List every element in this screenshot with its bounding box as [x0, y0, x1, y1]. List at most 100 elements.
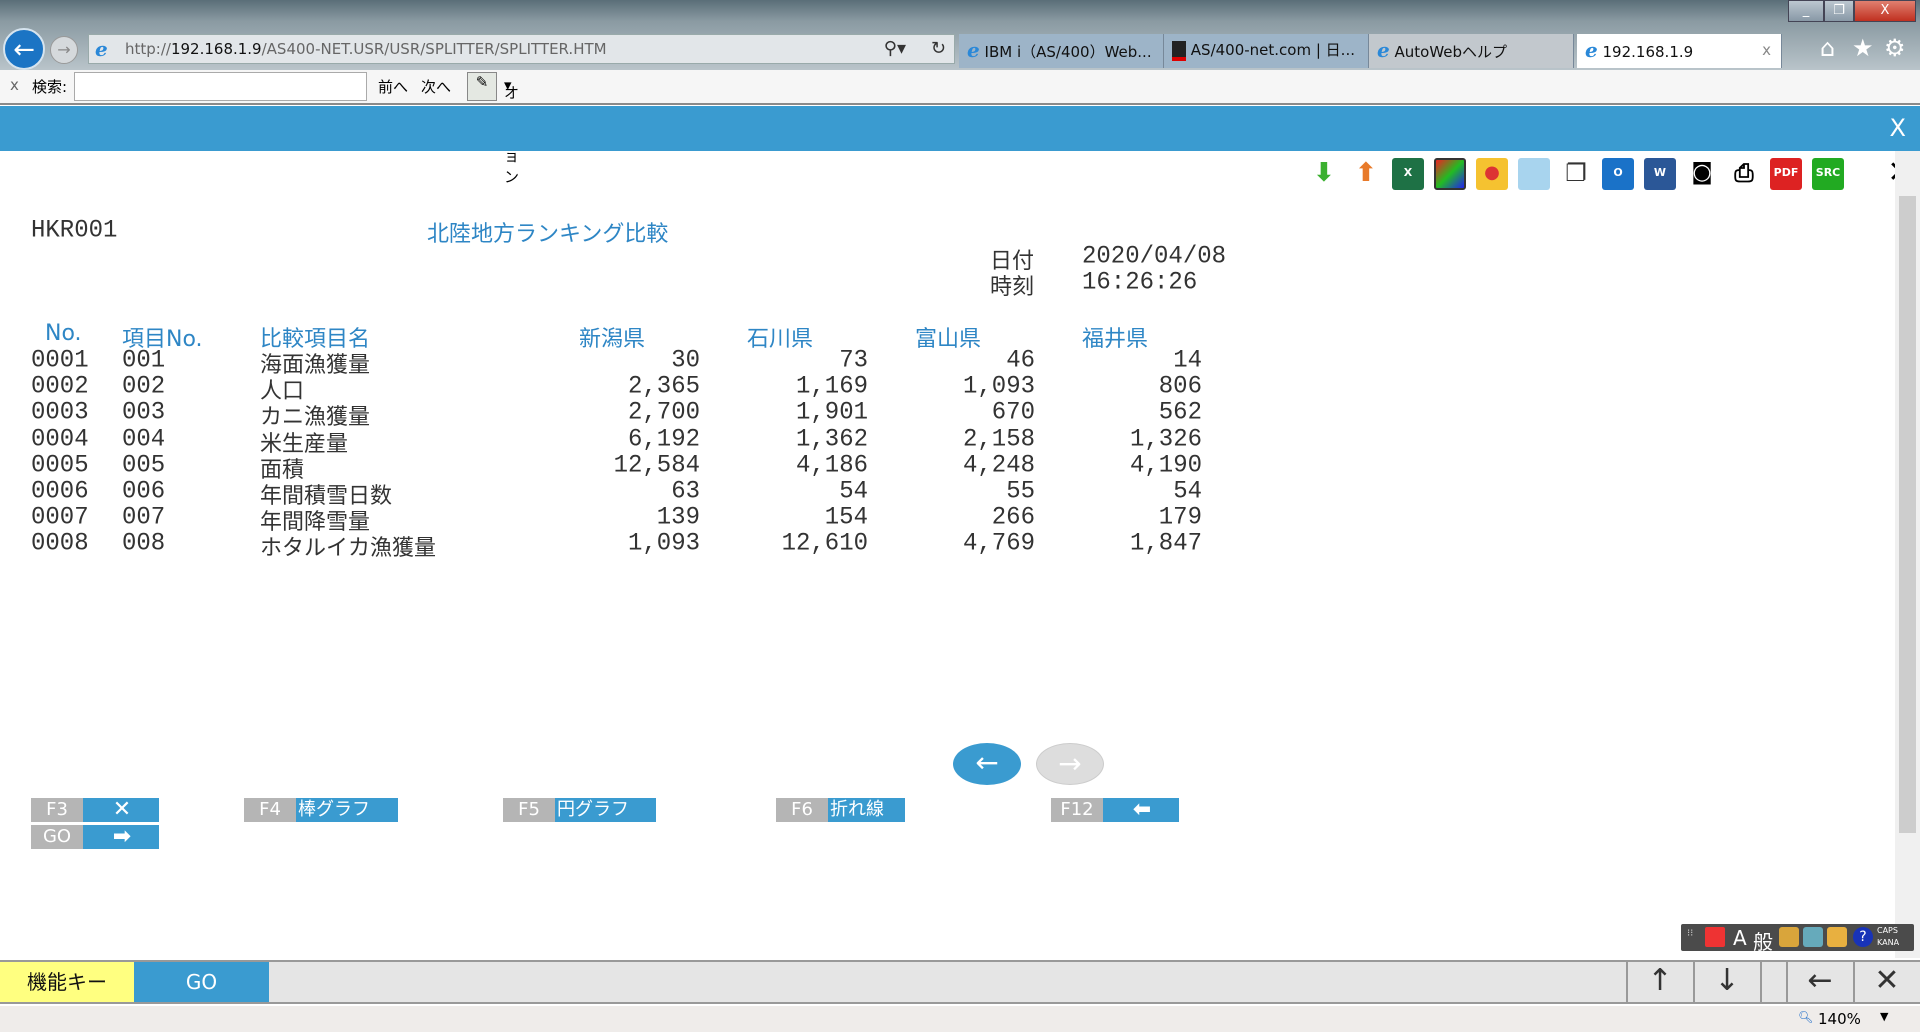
cell-value: 179 — [1158, 503, 1202, 532]
cell-value: 562 — [1158, 398, 1202, 428]
function-keys-button[interactable]: 機能キー — [0, 962, 134, 1002]
print-icon[interactable]: ⎙ — [1734, 159, 1754, 187]
find-close-button[interactable]: x — [10, 76, 19, 94]
cell-item-name: 人口 — [260, 379, 305, 405]
column-header: 項目No. — [122, 327, 203, 352]
word-icon[interactable]: W — [1644, 158, 1676, 190]
f6-line-chart-button[interactable]: F6 折れ線 — [776, 798, 905, 822]
zoom-dropdown-icon[interactable]: ▼ — [1880, 1010, 1889, 1023]
f3-exit-button[interactable]: F3 ✕ — [31, 798, 159, 822]
key-text: 棒グラフ — [296, 798, 398, 822]
tab-current[interactable]: e 192.168.1.9 x — [1577, 34, 1782, 68]
camera-icon[interactable]: ◙ — [1691, 160, 1713, 185]
cell-no: 0004 — [31, 424, 89, 454]
go-button[interactable]: GO ➡ — [31, 825, 159, 849]
url-host: 192.168.1.9 — [170, 40, 262, 58]
ie-icon: e — [1585, 38, 1598, 62]
highlight-icon[interactable]: ✎ — [467, 72, 497, 101]
key-text: 円グラフ — [555, 798, 656, 822]
kana-indicator: KANA — [1877, 938, 1900, 947]
minimize-button[interactable]: _ — [1788, 0, 1824, 22]
dictionary-search-icon[interactable] — [1803, 927, 1823, 947]
outlook-icon[interactable]: O — [1602, 158, 1634, 190]
cell-value: 54 — [839, 477, 868, 506]
input-mode-icon[interactable]: A — [1733, 926, 1747, 950]
f4-bar-chart-button[interactable]: F4 棒グラフ — [244, 798, 398, 822]
favorites-icon[interactable]: ★ — [1852, 34, 1874, 62]
scroll-up-button[interactable]: ↑ — [1626, 962, 1692, 1002]
next-page-button[interactable]: → — [1036, 743, 1104, 785]
help-icon[interactable]: ? — [1853, 927, 1873, 947]
notification-close-button[interactable]: X — [1889, 114, 1906, 142]
cell-value: 1,362 — [795, 424, 868, 454]
url-prefix: http:// — [125, 40, 171, 58]
column-header: 新潟県 — [579, 327, 646, 352]
cell-no: 0007 — [31, 503, 89, 532]
cell-item-no: 003 — [122, 398, 166, 428]
back-nav-button[interactable]: ← — [1786, 962, 1852, 1002]
cell-item-no: 002 — [122, 372, 166, 401]
search-icon[interactable]: ⚲▾ — [883, 38, 906, 59]
bottom-go-button[interactable]: GO — [134, 962, 269, 1002]
cell-value: 54 — [1173, 477, 1202, 506]
home-icon[interactable]: ⌂ — [1820, 34, 1836, 62]
find-label: 検索: — [32, 78, 68, 96]
notepad-icon[interactable] — [1518, 158, 1550, 190]
conversion-mode-icon[interactable]: 般 — [1753, 930, 1773, 954]
address-bar[interactable]: e http://192.168.1.9/AS400-NET.USR/USR/S… — [88, 34, 955, 64]
cell-item-name: 年間降雪量 — [260, 510, 371, 536]
tab-as400-net[interactable]: AS/400-net.com | 日... — [1164, 34, 1369, 68]
notification-bar: X — [0, 106, 1920, 151]
excel-icon[interactable]: X — [1392, 158, 1424, 190]
ime-app-icon[interactable] — [1705, 927, 1725, 947]
find-next-button[interactable]: 次へ — [421, 78, 452, 96]
pdf-icon[interactable]: PDF — [1770, 158, 1802, 190]
tab-close-icon[interactable]: x — [1762, 41, 1771, 59]
tab-autoweb-help[interactable]: e AutoWebヘルプ — [1369, 34, 1574, 68]
bottom-bar: 機能キー GO ↑ ↓ ← ✕ — [0, 960, 1920, 1004]
tool-icon[interactable] — [1779, 927, 1799, 947]
scroll-down-button[interactable]: ↓ — [1693, 962, 1759, 1002]
drag-handle-icon[interactable]: ⁝⁝ — [1687, 928, 1694, 939]
column-header: No. — [45, 321, 82, 346]
restore-button[interactable]: ❐ — [1824, 0, 1854, 22]
arrow-right-icon: ➡ — [83, 825, 159, 849]
prev-page-button[interactable]: ← — [953, 743, 1021, 785]
tab-ibm-i[interactable]: e IBM i（AS/400）Web... — [959, 34, 1164, 68]
date-value: 2020/04/08 — [1082, 242, 1227, 271]
cell-value: 1,093 — [962, 372, 1035, 401]
cell-no: 0003 — [31, 398, 89, 428]
cell-value: 2,700 — [627, 398, 700, 428]
find-options-button[interactable]: オプション ▾ — [504, 76, 520, 186]
cell-value: 2,158 — [962, 424, 1035, 454]
cell-value: 1,326 — [1129, 424, 1202, 454]
cell-item-name: 海面漁獲量 — [260, 353, 371, 378]
forward-button[interactable]: → — [50, 36, 78, 64]
arrow-left-icon: ⬅ — [1103, 798, 1179, 822]
palette-icon[interactable]: ● — [1476, 158, 1508, 190]
find-input[interactable] — [74, 72, 367, 101]
cell-item-name: 面積 — [260, 457, 305, 483]
time-value: 16:26:26 — [1082, 268, 1198, 297]
close-nav-button[interactable]: ✕ — [1853, 962, 1919, 1002]
status-bar: 🔍︎ 140% ▼ — [0, 1006, 1920, 1032]
terminal-icon — [1172, 40, 1186, 61]
zoom-level[interactable]: 140% — [1818, 1010, 1861, 1028]
src-icon[interactable]: SRC — [1812, 158, 1844, 190]
scrollbar-thumb[interactable] — [1899, 196, 1916, 833]
image-icon[interactable] — [1434, 158, 1466, 190]
settings-gear-icon[interactable]: ⚙ — [1884, 34, 1906, 62]
download-icon[interactable]: ⬇ — [1313, 158, 1335, 188]
back-button[interactable]: ← — [3, 28, 45, 70]
f12-back-button[interactable]: F12 ⬅ — [1051, 798, 1179, 822]
toolbox-icon[interactable] — [1827, 927, 1847, 947]
cell-value: 55 — [1006, 477, 1035, 506]
upload-icon[interactable]: ⬆ — [1355, 158, 1377, 188]
find-prev-button[interactable]: 前へ — [378, 78, 409, 96]
find-bar: x 検索: 前へ 次へ ✎ オプション ▾ — [0, 70, 1920, 186]
window-close-button[interactable]: X — [1854, 0, 1916, 22]
cell-item-no: 005 — [122, 451, 166, 480]
refresh-icon[interactable]: ↻ — [930, 38, 946, 59]
copy-icon[interactable]: ❐ — [1565, 159, 1587, 187]
f5-pie-chart-button[interactable]: F5 円グラフ — [503, 798, 656, 822]
